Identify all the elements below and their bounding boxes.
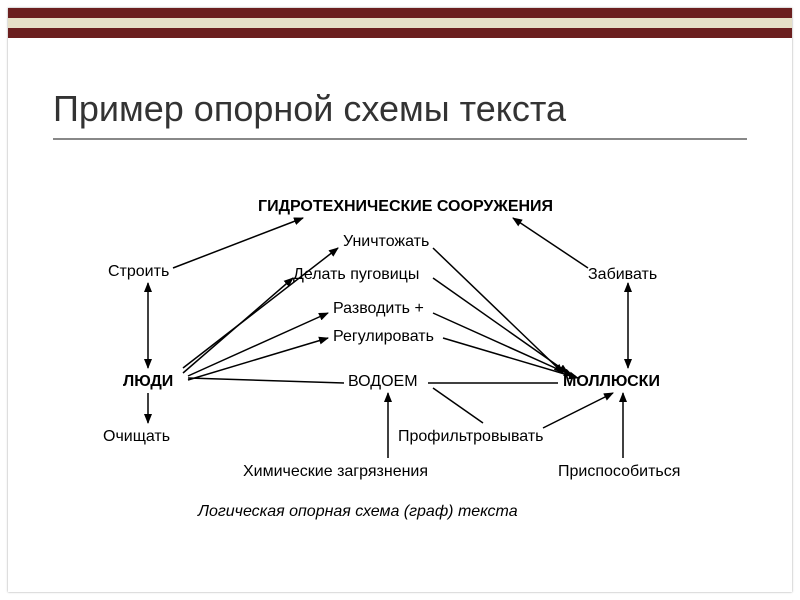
- title-block: Пример опорной схемы текста: [53, 88, 747, 140]
- node-build: Строить: [108, 263, 169, 281]
- edge-0: [188, 378, 344, 383]
- edge-5: [183, 278, 293, 373]
- diagram-caption: Логическая опорная схема (граф) текста: [198, 503, 518, 521]
- node-pond: ВОДОЕМ: [348, 373, 418, 391]
- node-buttons: Делать пуговицы: [293, 266, 419, 284]
- bar-3: [8, 28, 792, 38]
- node-hydro: ГИДРОТЕХНИЧЕСКИЕ СООРУЖЕНИЯ: [258, 198, 553, 216]
- node-chem: Химические загрязнения: [243, 463, 428, 481]
- node-molluscs: МОЛЛЮСКИ: [563, 373, 660, 391]
- edge-10: [433, 278, 568, 373]
- edge-11: [433, 313, 573, 376]
- node-filter: Профильтровывать: [398, 428, 543, 446]
- page-title: Пример опорной схемы текста: [53, 88, 747, 130]
- node-regulate: Регулировать: [333, 328, 434, 346]
- node-breed: Разводить +: [333, 300, 424, 318]
- node-people: ЛЮДИ: [123, 373, 173, 391]
- node-destroy: Уничтожать: [343, 233, 429, 251]
- edge-17: [543, 393, 613, 428]
- slide-frame: Пример опорной схемы текста ГИДРОТЕХНИЧЕ…: [8, 8, 792, 592]
- node-adapt: Приспособиться: [558, 463, 680, 481]
- node-clog: Забивать: [588, 266, 657, 284]
- title-underline: [53, 138, 747, 140]
- edge-16: [433, 388, 483, 423]
- edge-14: [513, 218, 588, 268]
- edge-3: [173, 218, 303, 268]
- bar-1: [8, 8, 792, 18]
- bar-2: [8, 18, 792, 28]
- node-clean: Очищать: [103, 428, 170, 446]
- edge-9: [433, 248, 563, 373]
- edge-6: [188, 313, 328, 376]
- edge-12: [443, 338, 578, 378]
- edge-7: [188, 338, 328, 380]
- diagram-area: ГИДРОТЕХНИЧЕСКИЕ СООРУЖЕНИЯ Уничтожать Стр…: [68, 188, 748, 528]
- decorative-bars: [8, 8, 792, 38]
